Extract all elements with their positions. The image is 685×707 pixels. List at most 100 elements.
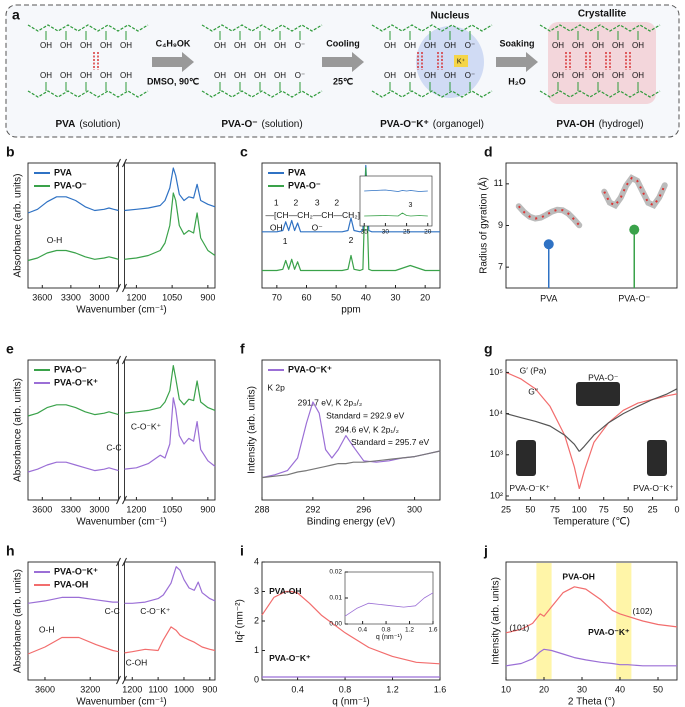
step-above: C₄H₉OK	[156, 38, 191, 48]
annotation: 291.7 eV, K 2p₃/₂	[298, 398, 363, 408]
series-line	[261, 450, 441, 479]
group-label: OH	[572, 71, 584, 80]
annotation: 1	[274, 197, 279, 207]
step-below: H₂O	[508, 76, 526, 86]
series-line	[262, 164, 440, 233]
x-tick-label: 25	[501, 504, 511, 514]
caption-name: PVA	[56, 119, 76, 130]
x-tick-label: 50	[653, 684, 663, 694]
legend-label: PVA-O⁻	[54, 180, 87, 190]
y-tick-label: 1	[254, 645, 259, 655]
panel-label: h	[6, 543, 15, 559]
x-axis-label: Wavenumber (cm⁻¹)	[76, 305, 166, 316]
x-axis-label: Wavenumber (cm⁻¹)	[76, 517, 166, 528]
annotation: 294.6 eV, K 2p₁/₂	[335, 424, 399, 434]
annotation: 1	[283, 236, 288, 246]
annotation: C-O⁻K⁺	[140, 606, 171, 616]
x-tick-label: 292	[305, 504, 320, 514]
x-axis-label: Wavenumber (cm⁻¹)	[76, 697, 166, 707]
legend-label: PVA-OH	[54, 579, 88, 589]
y-tick-label: 7	[498, 262, 503, 272]
x-tick-label: PVA	[540, 293, 557, 303]
group-label: OH	[424, 71, 436, 80]
x-tick-label: 40	[361, 292, 371, 302]
series-line	[364, 212, 428, 217]
panel-label: d	[484, 144, 493, 160]
series-line	[578, 393, 678, 489]
x-tick-label: 1200	[126, 292, 146, 302]
y-tick-label: 0.00	[329, 621, 342, 628]
x-tick-label: 50	[331, 292, 341, 302]
x-axis-label: Binding energy (eV)	[307, 517, 395, 528]
caption: PVA-O⁻ (solution)	[221, 119, 302, 130]
x-tick-label: 40	[615, 684, 625, 694]
x-tick-label: 20	[424, 229, 432, 236]
y-tick-label: 11	[494, 178, 503, 188]
annotation: O⁻	[312, 222, 324, 232]
axis-break	[118, 560, 125, 682]
x-tick-label: 1.2	[386, 684, 399, 694]
annotation: PVA-OH	[562, 572, 594, 582]
x-tick-label: 1200	[126, 504, 146, 514]
x-tick-label: 30	[382, 229, 390, 236]
annotation: 2	[349, 235, 354, 245]
y-axis-label: Absorbance (arb. units)	[13, 378, 24, 482]
x-tick-label: 288	[254, 504, 269, 514]
legend-label: PVA-O⁻K⁺	[54, 566, 98, 576]
axis-break	[118, 358, 125, 502]
polymer-chain	[201, 90, 323, 98]
series-line	[505, 648, 677, 667]
axes-frame	[261, 359, 441, 501]
group-label: OH	[572, 41, 584, 50]
group-label: OH	[424, 41, 436, 50]
series-line	[27, 636, 119, 655]
annotation: C-C	[105, 606, 120, 616]
x-tick-label: 0.4	[291, 684, 304, 694]
caption: PVA-OH (hydrogel)	[556, 119, 643, 130]
photo	[516, 440, 536, 476]
caption: PVA (solution)	[56, 119, 121, 130]
photo	[576, 382, 620, 406]
series-line	[124, 192, 216, 260]
annotation: C-C	[106, 442, 121, 452]
y-tick-label: 0.01	[329, 595, 342, 602]
x-axis-label: Temperature (℃)	[553, 517, 630, 528]
x-tick-label: 1100	[148, 684, 167, 694]
caption-name: PVA-O⁻	[221, 119, 257, 130]
step-below: DMSO, 90℃	[147, 76, 199, 86]
group-label: OH	[444, 71, 456, 80]
x-tick-label: 3300	[61, 504, 81, 514]
annotation: 3	[408, 202, 412, 209]
y-axis-label: Absorbance (arb. units)	[13, 569, 24, 673]
y-axis-label: Radius of gyration (Å)	[477, 177, 490, 274]
group-label: OH	[60, 41, 72, 50]
legend-label: PVA	[288, 167, 306, 177]
y-tick-label: 10⁴	[489, 408, 503, 418]
y-tick-label: 10⁵	[489, 367, 503, 377]
series-line	[27, 196, 119, 214]
x-tick-label: 20	[539, 684, 549, 694]
nucleus-region	[416, 26, 484, 98]
annotation: (102)	[633, 606, 653, 616]
group-label: OH	[552, 41, 564, 50]
annotation: O-H	[47, 235, 63, 245]
x-tick-label: 0.4	[358, 627, 367, 634]
group-label: OH	[214, 71, 226, 80]
legend-label: PVA-O⁻	[288, 180, 321, 190]
group-label: OH	[234, 71, 246, 80]
group-label: OH	[384, 71, 396, 80]
series-line	[262, 167, 440, 272]
molecule	[518, 205, 580, 226]
panel-label: c	[240, 144, 248, 160]
group-label: OH	[80, 41, 92, 50]
annotation: (101)	[509, 622, 529, 632]
polymer-chain	[539, 24, 661, 32]
x-tick-label: 10	[501, 684, 511, 694]
x-tick-label: 25	[648, 504, 658, 514]
annotation: 2	[293, 197, 298, 207]
polymer-chain	[539, 90, 661, 98]
series-line	[261, 590, 441, 665]
annotation: OH	[270, 222, 283, 232]
group-label: OH	[592, 41, 604, 50]
